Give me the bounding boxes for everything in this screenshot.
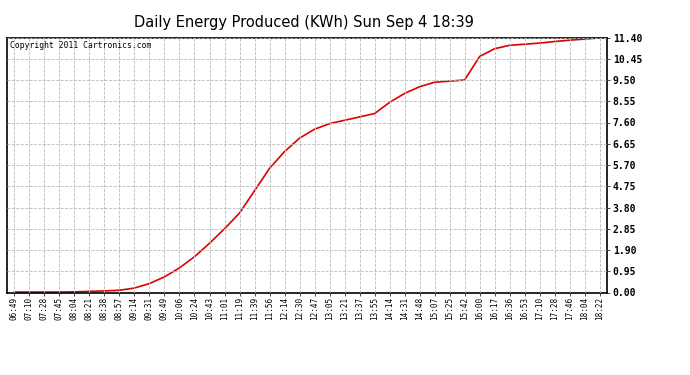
Text: Daily Energy Produced (KWh) Sun Sep 4 18:39: Daily Energy Produced (KWh) Sun Sep 4 18… <box>134 15 473 30</box>
Text: Copyright 2011 Cartronics.com: Copyright 2011 Cartronics.com <box>10 41 151 50</box>
